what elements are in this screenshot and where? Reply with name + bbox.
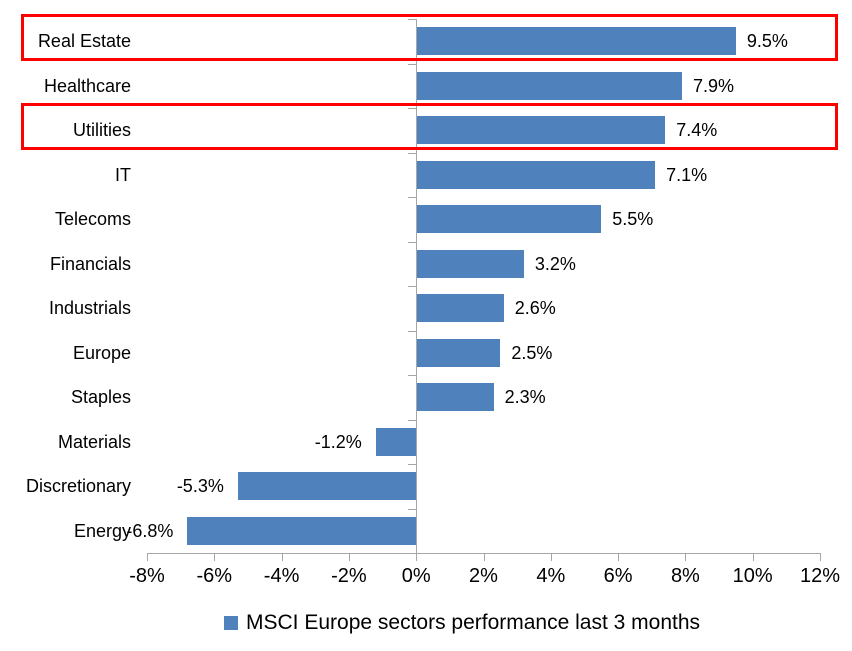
legend: MSCI Europe sectors performance last 3 m… [224, 609, 700, 637]
legend-marker-icon [224, 616, 238, 630]
bar-value-label: 5.5% [612, 209, 654, 230]
y-axis-tick [408, 330, 417, 332]
y-axis-tick [408, 197, 417, 198]
bar-value-label: 7.4% [676, 120, 718, 141]
bar [375, 427, 417, 456]
category-label: Real Estate [37, 31, 131, 52]
bar-value-label: 9.5% [746, 31, 788, 52]
category-label: Europe [72, 342, 131, 363]
y-axis-tick [408, 508, 417, 510]
bar [417, 205, 602, 234]
x-axis-tick-label: 0% [401, 565, 431, 587]
category-label: Industrials [48, 298, 131, 319]
bar-value-label: 2.3% [504, 387, 546, 408]
y-axis-tick [408, 375, 417, 376]
x-axis-tick-label: 4% [536, 565, 566, 587]
y-axis-tick [408, 464, 417, 465]
x-axis-tick [550, 554, 552, 561]
bar [417, 27, 736, 56]
x-axis-tick-label: 8% [670, 565, 700, 587]
y-axis-tick [408, 286, 417, 287]
bar [417, 249, 524, 278]
x-axis-tick-label: -4% [263, 565, 300, 587]
x-axis-tick [685, 554, 687, 561]
category-label: Energy [73, 520, 131, 541]
bar-value-label: 7.1% [666, 164, 708, 185]
x-axis-tick [483, 554, 485, 561]
legend-label: MSCI Europe sectors performance last 3 m… [246, 611, 701, 634]
x-axis-tick-label: 6% [603, 565, 633, 587]
x-axis-tick [214, 554, 216, 561]
bar-value-label: 2.5% [511, 342, 553, 363]
bar-value-label: 3.2% [534, 253, 576, 274]
category-label: IT [115, 164, 131, 185]
category-label: Healthcare [43, 75, 131, 96]
y-axis-tick [408, 108, 417, 109]
bar [237, 472, 417, 501]
x-axis-tick [147, 554, 148, 561]
category-label: Financials [49, 253, 131, 274]
x-axis-tick [416, 554, 418, 561]
bar-value-label: 7.9% [693, 75, 735, 96]
y-axis-tick [408, 152, 417, 154]
category-label: Utilities [72, 120, 131, 141]
x-axis-tick [348, 554, 350, 561]
x-axis-tick [820, 554, 821, 561]
y-axis-tick [408, 419, 417, 421]
x-axis-tick-label: 12% [799, 565, 841, 587]
x-axis-tick-label: -6% [196, 565, 233, 587]
bar [417, 116, 666, 145]
bar-value-label: -6.8% [126, 520, 174, 541]
category-label: Telecoms [54, 209, 131, 230]
bar-value-label: -5.3% [176, 476, 224, 497]
x-axis-tick [618, 554, 620, 561]
x-axis-tick-label: -2% [331, 565, 367, 587]
y-axis-tick [408, 241, 417, 243]
bar [417, 71, 683, 100]
category-label: Discretionary [25, 476, 131, 497]
x-axis-line [147, 553, 821, 554]
bar [417, 338, 501, 367]
bar [187, 516, 417, 545]
x-axis-tick-label: 10% [732, 565, 773, 587]
category-label: Materials [57, 431, 131, 452]
y-axis-line [416, 19, 418, 554]
bar [417, 160, 656, 189]
category-label: Staples [70, 387, 131, 408]
x-axis-tick-label: -8% [129, 565, 165, 587]
bar [417, 294, 504, 323]
y-axis-tick [408, 63, 417, 65]
x-axis-tick [281, 554, 283, 561]
bar-value-label: -1.2% [314, 431, 362, 452]
bar-value-label: 2.6% [514, 298, 556, 319]
x-axis-tick [752, 554, 754, 561]
y-axis-tick [408, 19, 417, 20]
x-axis-tick-label: 2% [469, 565, 498, 587]
bar [417, 383, 494, 412]
